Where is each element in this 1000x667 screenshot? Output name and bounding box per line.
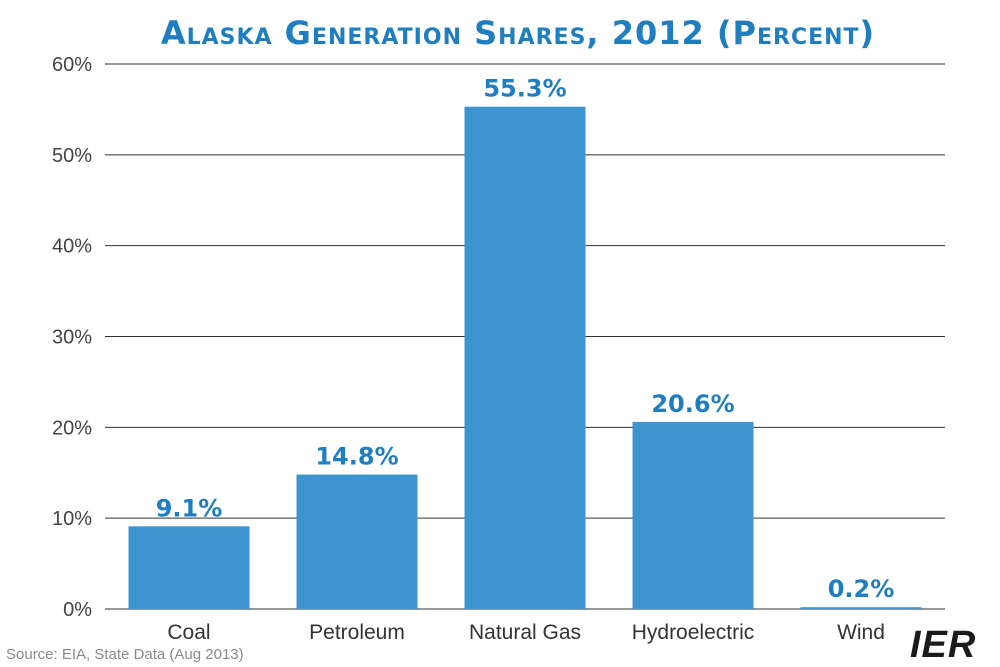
data-label: 9.1% (156, 494, 223, 522)
data-label: 14.8% (315, 443, 398, 471)
x-tick-label: Wind (837, 621, 885, 644)
bars (128, 106, 922, 610)
ier-logo: IER (910, 624, 976, 666)
y-tick-label: 20% (52, 417, 92, 439)
y-tick-label: 60% (52, 54, 92, 76)
x-axis-tick-labels: Coal Petroleum Natural Gas Hydroelectric Win… (167, 621, 885, 644)
y-tick-label: 30% (52, 327, 92, 349)
y-tick-label: 50% (52, 145, 92, 167)
data-label: 55.3% (483, 75, 566, 103)
bar-coal (128, 526, 250, 609)
y-tick-label: 0% (63, 599, 92, 621)
bar-wind (800, 607, 922, 609)
x-tick-label: Hydroelectric (632, 621, 755, 644)
y-tick-label: 10% (52, 508, 92, 530)
bar-petroleum (296, 474, 418, 609)
data-label: 20.6% (651, 390, 734, 418)
bar-hydroelectric (632, 421, 754, 609)
data-label: 0.2% (828, 575, 895, 603)
x-tick-label: Coal (167, 621, 210, 644)
x-tick-label: Natural Gas (469, 621, 581, 644)
bar-natural-gas (464, 106, 586, 610)
x-tick-label: Petroleum (309, 621, 405, 644)
chart-title: Alaska Generation Shares, 2012 (Percent) (161, 14, 875, 52)
source-note: Source: EIA, State Data (Aug 2013) (6, 646, 244, 663)
data-labels: 9.1% 14.8% 55.3% 20.6% 0.2% (156, 75, 895, 603)
y-axis-tick-labels: 0% 10% 20% 30% 40% 50% 60% (52, 54, 92, 621)
y-tick-label: 40% (52, 236, 92, 258)
ier-logo-text: IER (910, 624, 976, 666)
